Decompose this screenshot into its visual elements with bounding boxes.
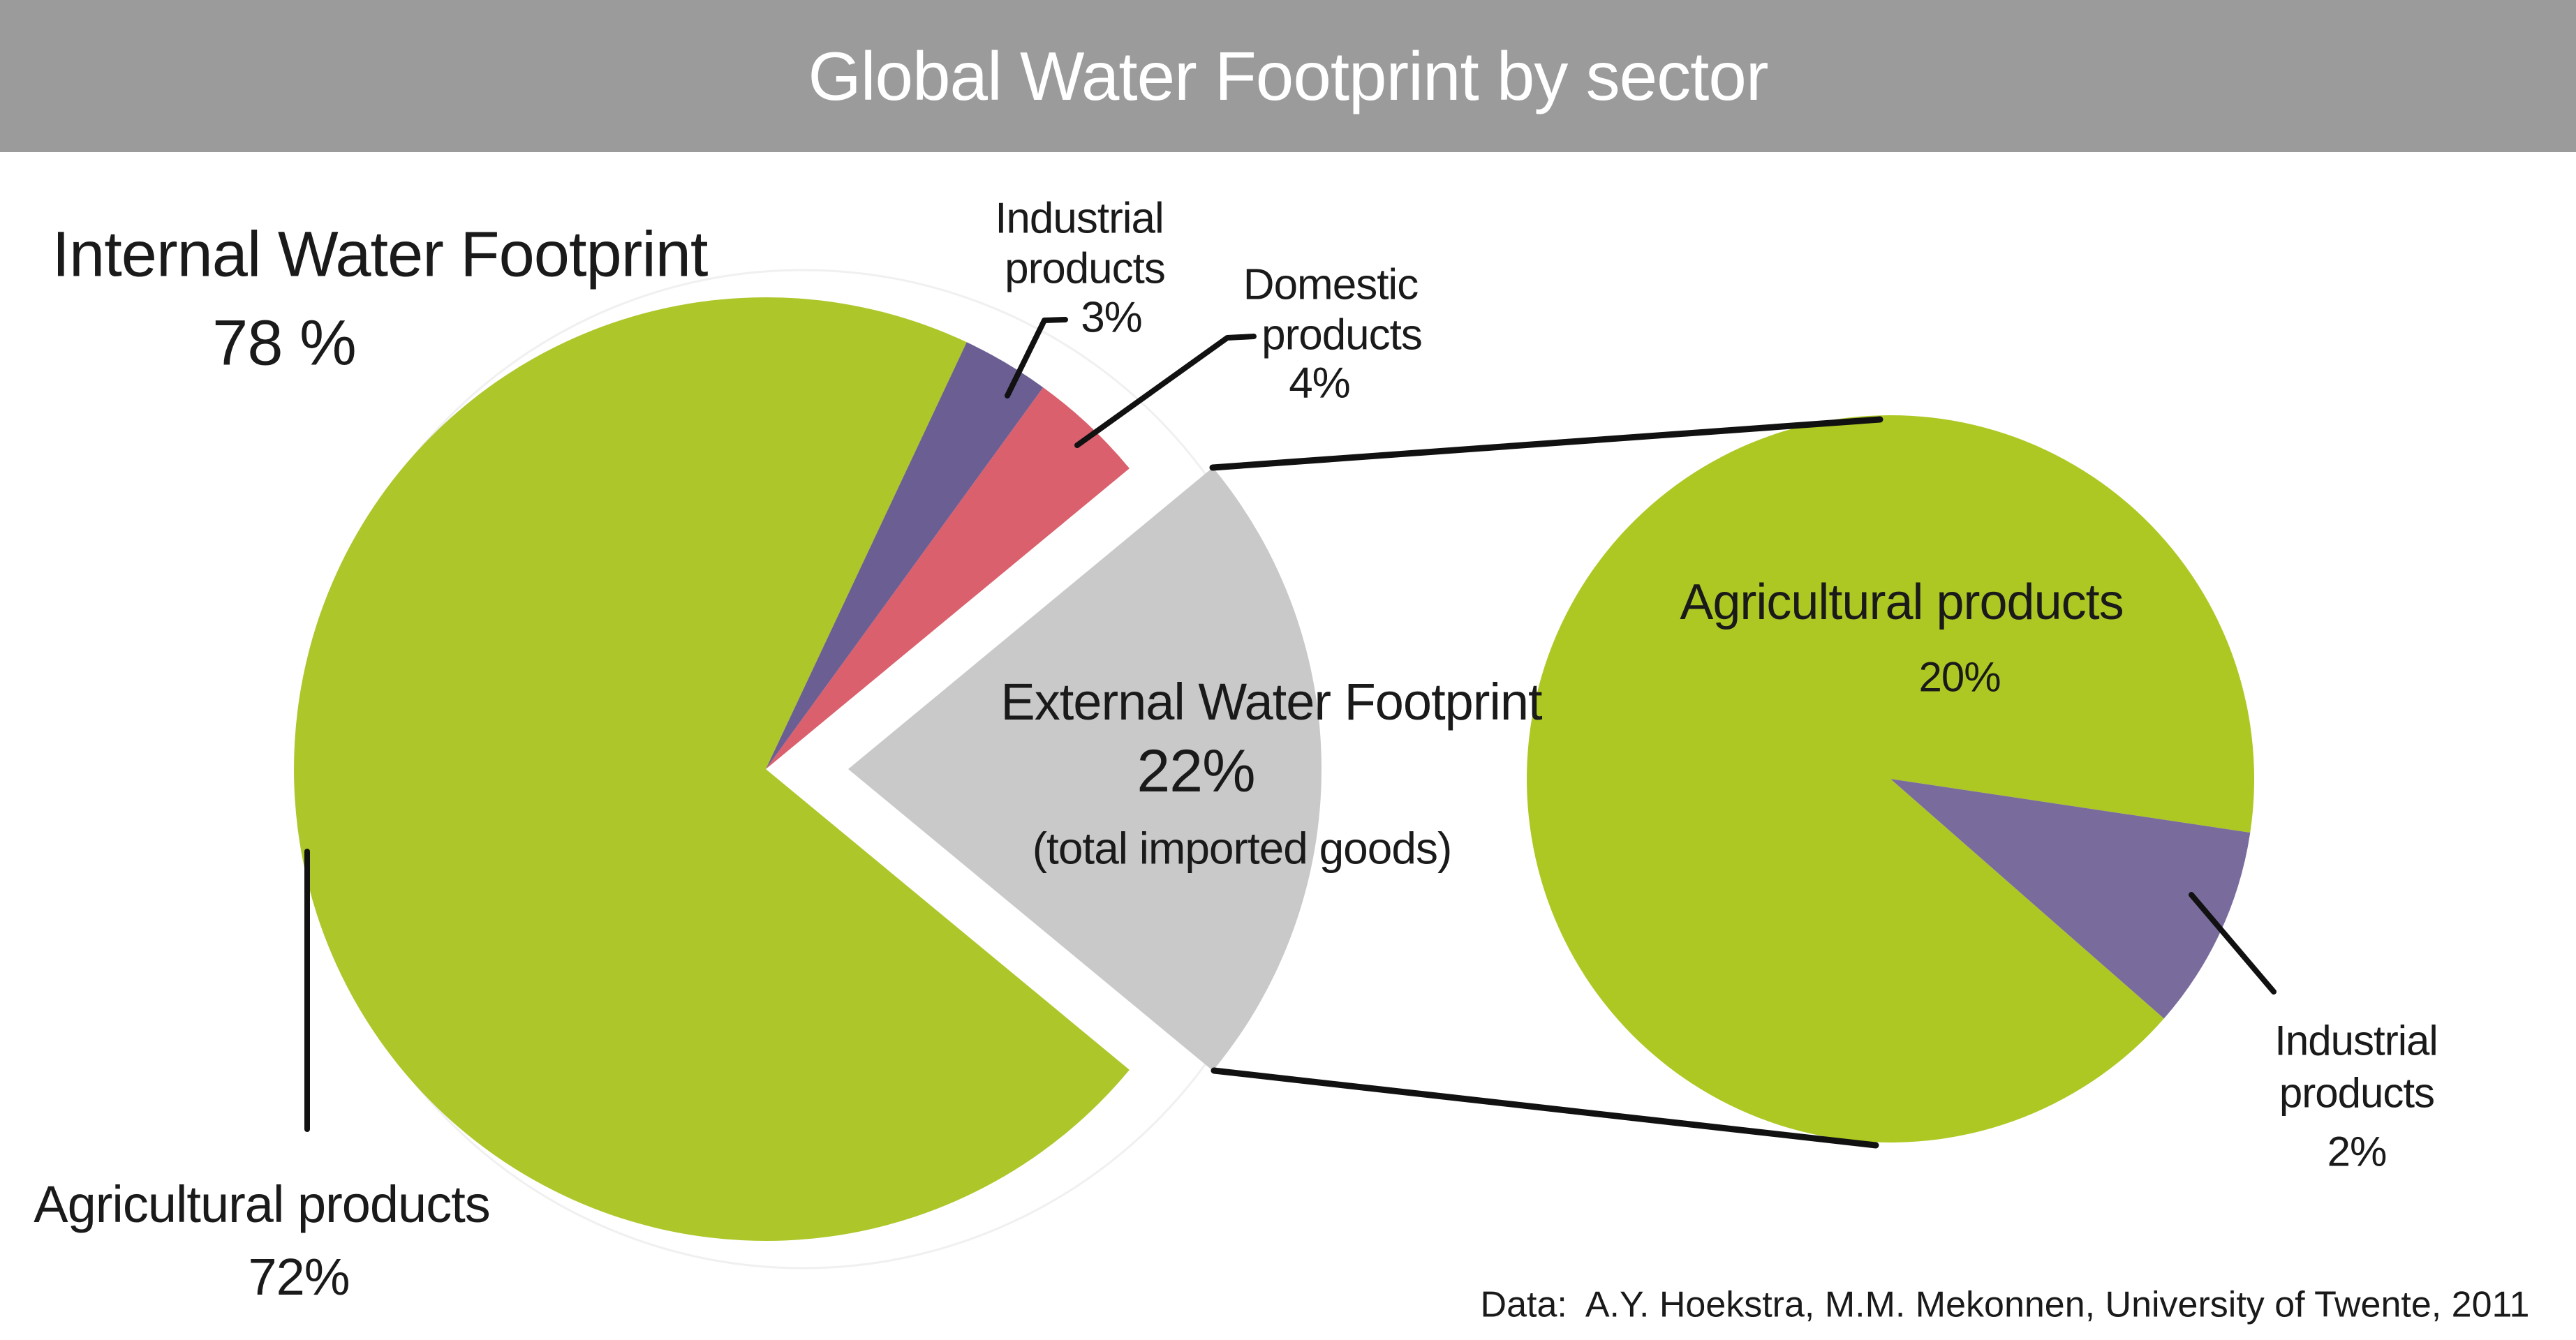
domestic-4-label-line2: products — [1261, 311, 1423, 359]
header-bar: Global Water Footprint by sector — [0, 0, 2576, 152]
right-slice-industrial — [1890, 779, 2251, 1019]
internal-footprint-value: 78 % — [212, 307, 357, 379]
external-wedge — [848, 467, 1322, 1071]
industrial-3-label-line2: products — [1005, 244, 1166, 293]
agricultural-72-label: Agricultural products — [34, 1175, 491, 1234]
right-slice-agricultural — [1527, 415, 2255, 1142]
industrial-2-label-line2: products — [2279, 1069, 2435, 1117]
industrial-2-label-value: 2% — [2327, 1128, 2388, 1175]
domestic-4-label-line1: Domestic — [1243, 260, 1419, 309]
callout-industrial-2-line — [2189, 892, 2277, 995]
industrial-2-label-line1: Industrial — [2274, 1017, 2438, 1064]
external-footprint-note: (total imported goods) — [1032, 823, 1453, 874]
callout-domestic-4-line — [1074, 334, 1257, 448]
industrial-3-label-line1: Industrial — [995, 194, 1164, 243]
internal-footprint-title: Internal Water Footprint — [52, 218, 709, 290]
left-slice-agricultural — [294, 297, 1130, 1241]
left-slice-industrial — [766, 342, 1044, 769]
domestic-4-label-value: 4% — [1289, 359, 1351, 408]
funnel-bottom-line — [1211, 1067, 1879, 1149]
left-slice-domestic — [766, 387, 1130, 769]
data-attribution: Data: A.Y. Hoekstra, M.M. Mekonnen, Univ… — [1480, 1284, 2530, 1325]
external-footprint-value: 22% — [1137, 737, 1255, 805]
external-footprint-title: External Water Footprint — [1000, 673, 1542, 731]
agricultural-20-label: Agricultural products — [1680, 574, 2124, 631]
industrial-3-label-value: 3% — [1081, 293, 1143, 342]
agricultural-72-value: 72% — [248, 1248, 350, 1306]
agricultural-20-value: 20% — [1918, 653, 2001, 701]
funnel-top-line — [1209, 416, 1883, 471]
page-title: Global Water Footprint by sector — [808, 37, 1768, 114]
callout-industrial-3-line — [1005, 317, 1068, 399]
